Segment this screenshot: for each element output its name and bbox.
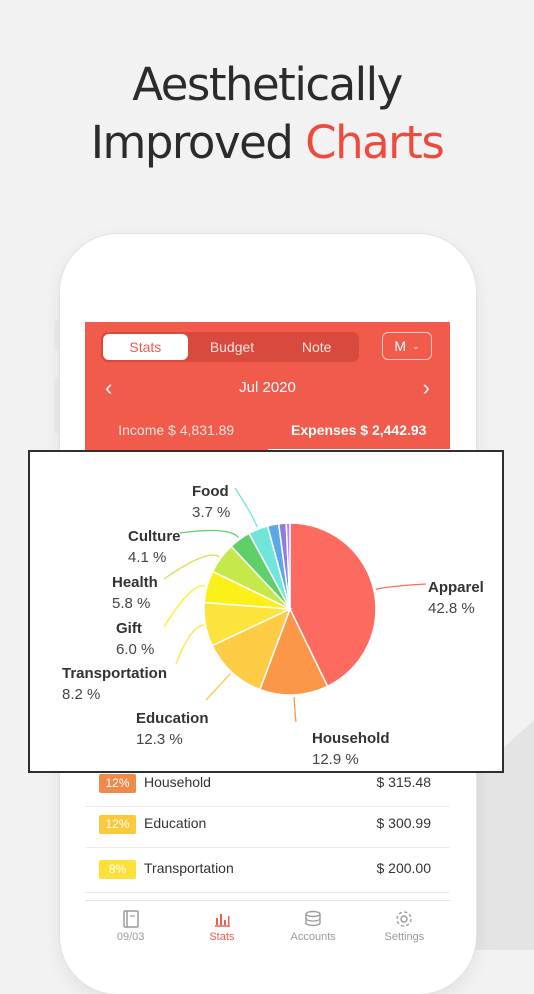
tab-label: Stats [209,931,235,943]
category-name: Education [144,815,207,831]
leader-line [163,585,206,628]
bottom-tab-bar: 09/03 Stats Accounts Settings [85,900,450,950]
tab-stats[interactable]: Stats [103,334,188,360]
headline-plain: Improved [90,116,294,169]
bar-chart-icon [214,914,230,927]
tab-label: Settings [384,931,425,943]
leader-line [179,529,240,539]
tab-accounts[interactable]: Accounts [268,901,359,950]
slice-label: Food [192,483,229,500]
segmented-control: Stats Budget Note [101,332,359,362]
pie-chart: Apparel 42.8 % Household 12.9 % Education 12.… [62,483,484,768]
leader-line [234,487,258,528]
slice-label: Apparel [428,579,484,596]
slice-value-label: 12.3 % [136,731,183,748]
tab-budget[interactable]: Budget [209,339,255,355]
slice-label: Household [312,730,390,747]
slice-value-label: 12.9 % [312,751,359,768]
leader-line [175,624,204,665]
coins-icon [305,910,321,927]
category-name: Household [144,774,211,790]
category-amount: $ 200.00 [376,860,432,876]
tab-note[interactable]: Note [301,339,332,355]
headline-line-1: Aesthetically [132,58,403,111]
list-item[interactable]: 12% Education $ 300.99 [85,803,450,848]
tab-daily[interactable]: 09/03 [85,901,176,950]
pie-slice-apparel [289,522,377,688]
percent-badge: 8% [99,860,136,879]
tab-settings[interactable]: Settings [359,901,450,950]
chevron-right-icon[interactable]: › [422,375,430,400]
expenses-tab[interactable]: Expenses $ 2,442.93 [267,418,450,452]
pie-slice [285,522,291,610]
category-amount: $ 300.99 [376,815,432,831]
tab-label: 09/03 [116,931,145,943]
slice-value-label: 42.8 % [428,600,475,617]
slice-value-label: 4.1 % [128,549,166,566]
pie-chart-card: Apparel 42.8 % Household 12.9 % Education 12.… [28,450,504,773]
percent-badge: 12% [99,815,136,834]
category-name: Transportation [144,860,234,876]
leader-line [163,554,220,580]
tab-stats-bottom[interactable]: Stats [176,901,267,950]
slice-label: Culture [128,528,181,545]
period-select[interactable]: M ⌄ [382,332,432,360]
leader-line [375,583,427,590]
month-label: Jul 2020 [239,379,296,396]
category-amount: $ 315.48 [376,774,432,790]
slice-label: Gift [116,620,142,637]
phone-volume-button [54,378,62,434]
headline-line-2: Improved Charts [0,114,534,172]
chevron-down-icon: ⌄ [412,340,420,351]
list-item[interactable]: 12% Household $ 315.48 [85,762,450,807]
gear-icon [396,911,413,927]
slice-label: Transportation [62,665,167,682]
leader-line [205,673,231,701]
list-item[interactable]: 8% Transportation $ 200.00 [85,848,450,893]
totals-tabs: Income $ 4,831.89 Expenses $ 2,442.93 [85,418,450,452]
month-navigator: ‹ Jul 2020 › [85,376,450,400]
slice-label: Health [112,574,158,591]
period-value: M [394,338,407,354]
book-icon [122,910,139,928]
income-tab[interactable]: Income $ 4,831.89 [118,422,235,438]
tab-label: Accounts [290,931,336,943]
stats-header: Stats Budget Note M ⌄ ‹ Jul 2020 › Incom… [85,322,450,452]
slice-value-label: 5.8 % [112,595,150,612]
slice-label: Education [136,710,209,727]
pie-slice-household [258,607,329,696]
phone-side-button [54,320,62,350]
headline-accent: Charts [305,116,445,169]
headline: Aesthetically Improved Charts [0,56,534,172]
slice-value-label: 3.7 % [192,504,230,521]
chevron-left-icon[interactable]: ‹ [105,375,113,400]
slice-value-label: 6.0 % [116,641,154,658]
pie-slice-education [211,607,292,691]
leader-line [293,696,297,723]
slice-value-label: 8.2 % [62,686,100,703]
percent-badge: 12% [99,774,136,793]
